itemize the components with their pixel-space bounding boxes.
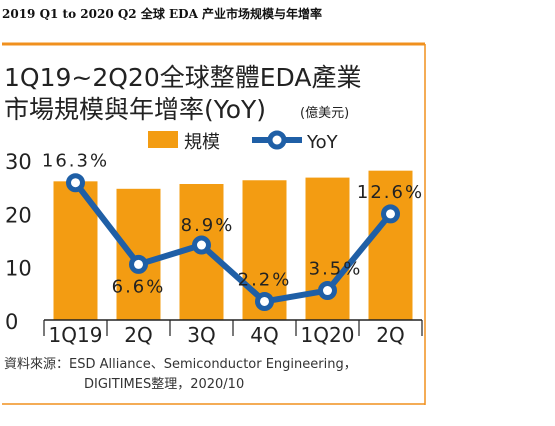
x-tick-label: 1Q20 bbox=[301, 323, 355, 347]
x-tick-label: 2Q bbox=[124, 323, 152, 347]
figure-caption: 2019 Q1 to 2020 Q2 全球 EDA 产业市场规模与年增率 bbox=[2, 7, 323, 21]
x-tick-label: 1Q19 bbox=[49, 323, 103, 347]
yoy-marker bbox=[66, 173, 85, 193]
chart-title-line1: 1Q19~2Q20全球整體EDA產業 bbox=[4, 63, 361, 92]
source-line2: DIGITIMES整理，2020/10 bbox=[84, 377, 244, 392]
bar bbox=[116, 188, 161, 320]
yoy-data-label: 2.2% bbox=[238, 269, 292, 290]
yoy-data-label: 6.6% bbox=[112, 276, 166, 297]
legend-line-marker bbox=[267, 130, 287, 150]
yoy-line bbox=[73, 180, 393, 305]
x-tick-label: 4Q bbox=[250, 323, 278, 347]
yoy-marker bbox=[381, 204, 400, 224]
y-tick-label: 20 bbox=[5, 203, 32, 227]
yoy-marker bbox=[129, 254, 148, 274]
yoy-data-label: 3.5% bbox=[309, 259, 363, 280]
legend-line-label: YoY bbox=[306, 132, 339, 153]
chart-unit: (億美元) bbox=[300, 105, 349, 121]
chart-title-line2: 市場規模與年增率(YoY) bbox=[4, 95, 266, 124]
legend-bar-swatch bbox=[148, 131, 178, 148]
y-tick-label: 10 bbox=[5, 257, 32, 281]
x-tick-label: 2Q bbox=[376, 323, 404, 347]
y-tick-label: 0 bbox=[5, 310, 18, 334]
legend-bar-label: 規模 bbox=[184, 132, 220, 153]
yoy-marker bbox=[318, 281, 337, 301]
x-tick-label: 3Q bbox=[187, 323, 215, 347]
yoy-data-label: 12.6% bbox=[357, 182, 424, 203]
bar bbox=[368, 170, 413, 320]
yoy-data-label: 8.9% bbox=[181, 215, 235, 236]
yoy-marker bbox=[255, 291, 274, 311]
source-line1: 資料來源：ESD Alliance、Semiconductor Engineer… bbox=[4, 357, 357, 372]
yoy-marker bbox=[192, 235, 211, 255]
y-tick-label: 30 bbox=[5, 150, 32, 174]
yoy-data-label: 16.3% bbox=[42, 151, 109, 172]
